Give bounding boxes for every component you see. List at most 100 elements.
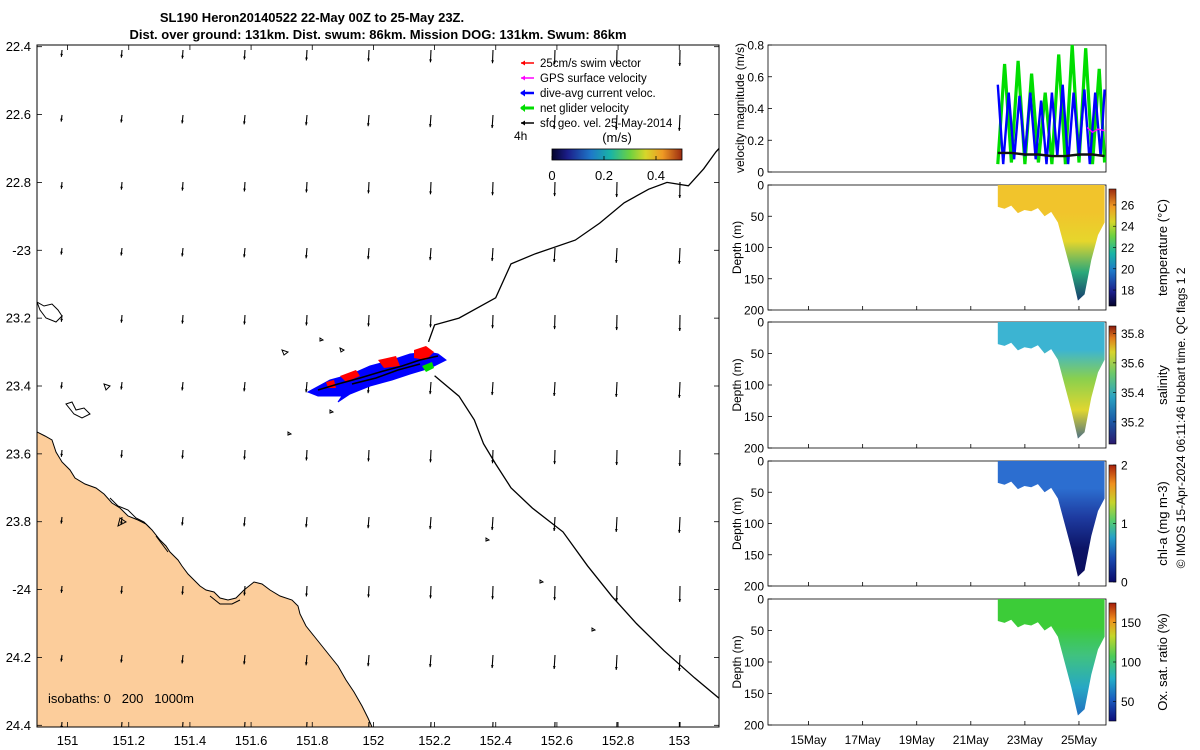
sfc-velocity-arrow [491, 314, 494, 329]
sfc-velocity-arrow [306, 721, 308, 727]
velocity-series [996, 44, 1107, 165]
sfc-velocity-arrow [305, 49, 308, 61]
sfc-velocity-arrow [429, 449, 432, 463]
section-xtick-label: 19May [899, 733, 935, 747]
map-title-line1: SL190 Heron20140522 22-May 00Z to 25-May… [160, 10, 464, 25]
velocity-ytick-label: 0.8 [747, 39, 764, 53]
sfc-velocity-arrow [614, 654, 618, 670]
sfc-velocity-arrow [428, 516, 432, 530]
sfc-velocity-arrow [366, 516, 370, 529]
sfc-velocity-arrow [304, 654, 308, 666]
sfc-velocity-arrow [615, 449, 619, 466]
map-xtick-label: 152.2 [418, 733, 451, 748]
map-xtick-label: 152.6 [541, 733, 574, 748]
section-ytick-label: 50 [751, 210, 765, 224]
map-ytick-label: 23.4 [6, 379, 31, 394]
sfc-velocity-arrow [242, 654, 246, 665]
legend-dive-avg: dive-avg current veloc. [520, 88, 656, 100]
sfc-velocity-arrow [678, 516, 681, 533]
sfc-velocity-arrow [305, 449, 308, 461]
sfc-velocity-arrow [243, 449, 246, 460]
section-ylabel: Depth (m) [730, 221, 744, 274]
glider-net-velocity [422, 362, 434, 372]
isobath-200m [434, 375, 719, 699]
sfc-velocity-arrow [430, 721, 432, 727]
map-xtick-label: 151.4 [174, 733, 207, 748]
map-xtick-label: 152.4 [479, 733, 512, 748]
sfc-velocity-arrow [554, 721, 556, 727]
section-ytick-label: 100 [744, 517, 764, 531]
sfc-velocity-arrow [429, 49, 432, 63]
section-colorbar-tick-label: 50 [1121, 695, 1135, 709]
sfc-velocity-arrow [491, 49, 494, 64]
sfc-velocity-arrow [181, 449, 184, 459]
sfc-velocity-arrow [492, 721, 494, 727]
section-ytick-label: 100 [744, 656, 764, 670]
section-panel-chla: 0 50 100 150 200 Depth (m) 0 1 2 chl-a (mg m-3) [730, 455, 1170, 594]
section-ytick-label: 100 [744, 379, 764, 393]
legend-dive-avg-label: dive-avg current veloc. [540, 88, 656, 100]
sfc-velocity-arrow [304, 114, 308, 126]
sfc-velocity-arrow [120, 247, 123, 256]
section-ytick-label: 50 [751, 347, 765, 361]
legend-sfc-geo: sfc geo. vel. 25-May-2014 [521, 118, 673, 130]
map-xtick-label: 153 [668, 733, 690, 748]
section-xtick-label: 21May [953, 733, 989, 747]
sfc-velocity-arrow [181, 585, 184, 595]
sfc-velocity-arrow [367, 181, 370, 194]
sfc-velocity-arrow [366, 247, 370, 260]
sfc-velocity-arrow [553, 314, 557, 330]
sfc-velocity-arrow [491, 181, 494, 196]
sfc-velocity-arrow [60, 585, 64, 593]
sfc-velocity-arrow [243, 49, 246, 60]
isobath-1000m [427, 148, 719, 343]
map-ytick-label: 24.4 [6, 718, 31, 733]
velocity-series-line [996, 44, 1107, 165]
map-xtick-label: 151.2 [112, 733, 145, 748]
legend-net-velocity-label: net glider velocity [540, 103, 629, 115]
sfc-velocity-arrow [614, 516, 618, 532]
section-data-field [997, 322, 1105, 439]
map-ytick-label: 22.6 [6, 107, 31, 122]
sfc-velocity-arrow [120, 381, 123, 390]
section-colorbar-tick-label: 2 [1121, 459, 1128, 473]
sfc-velocity-arrow [490, 114, 494, 129]
coastline-land [37, 431, 373, 727]
sfc-velocity-arrow [368, 721, 370, 727]
sfc-velocity-arrow [367, 585, 370, 598]
section-ytick-label: 200 [744, 580, 764, 594]
section-colorbar-tick-label: 35.6 [1121, 356, 1145, 370]
section-colorbar-tick-label: 22 [1121, 241, 1135, 255]
map-title-line2: Dist. over ground: 131km. Dist. swum: 86… [129, 27, 626, 42]
velocity-panel: 0 0.2 0.4 0.6 0.8 velocity magnitude (m/s) [733, 39, 1107, 180]
map-colorbar-bar [551, 148, 683, 161]
sfc-velocity-arrow [181, 654, 184, 664]
sfc-velocity-arrow [60, 381, 63, 389]
section-ytick-label: 0 [757, 593, 764, 607]
section-ytick-label: 200 [744, 719, 764, 733]
credit-text: © IMOS 15-Apr-2024 06:11:46 Hobart time.… [1174, 267, 1188, 568]
sfc-velocity-arrow [679, 721, 681, 727]
sfc-velocity-arrow [60, 181, 64, 189]
section-colorbar-tick-label: 0 [1121, 576, 1128, 590]
glider-swim-vector-red-3 [414, 346, 434, 360]
map-ytick-label: 22.4 [6, 39, 31, 54]
section-panel-salinity: 0 50 100 150 200 Depth (m) 35.2 35.4 35.6 35.8 sal… [730, 316, 1170, 456]
section-ytick-label: 0 [757, 455, 764, 469]
map-xtick-label: 151.6 [235, 733, 268, 748]
section-ytick-label: 200 [744, 442, 764, 456]
sfc-velocity-arrow [490, 381, 494, 396]
legend-swim-vector: 25cm/s swim vector [521, 58, 641, 70]
map-legend: 25cm/s swim vector GPS surface velocity … [514, 58, 673, 143]
sfc-velocity-arrow [120, 314, 123, 323]
sfc-velocity-arrow [428, 381, 432, 395]
sfc-velocity-arrow [678, 654, 681, 671]
map-colorbar-ticks: 0 0.2 0.4 [548, 156, 665, 183]
sfc-velocity-arrow [120, 49, 123, 58]
sfc-velocity-arrow [242, 516, 246, 527]
sfc-velocity-arrow [120, 114, 123, 123]
sfc-velocity-arrow [120, 181, 123, 190]
sfc-velocity-arrow [60, 449, 64, 457]
map-colorbar-tick-label: 0 [548, 168, 555, 183]
